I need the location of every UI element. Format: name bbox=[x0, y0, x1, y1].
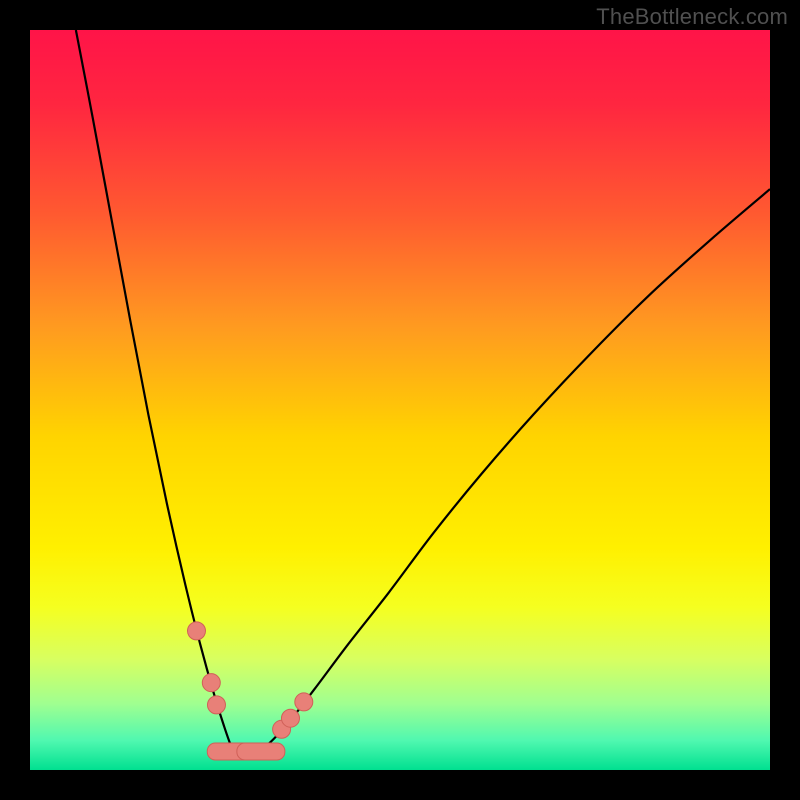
marker-dot bbox=[281, 709, 299, 727]
marker-dot bbox=[188, 622, 206, 640]
plot-area bbox=[30, 30, 770, 770]
marker-capsule bbox=[237, 743, 285, 760]
bottleneck-curve-chart bbox=[30, 30, 770, 770]
curve-markers bbox=[188, 622, 313, 760]
marker-dot bbox=[207, 696, 225, 714]
curve-line bbox=[76, 30, 770, 756]
marker-dot bbox=[202, 674, 220, 692]
watermark-text: TheBottleneck.com bbox=[596, 4, 788, 30]
marker-dot bbox=[295, 693, 313, 711]
